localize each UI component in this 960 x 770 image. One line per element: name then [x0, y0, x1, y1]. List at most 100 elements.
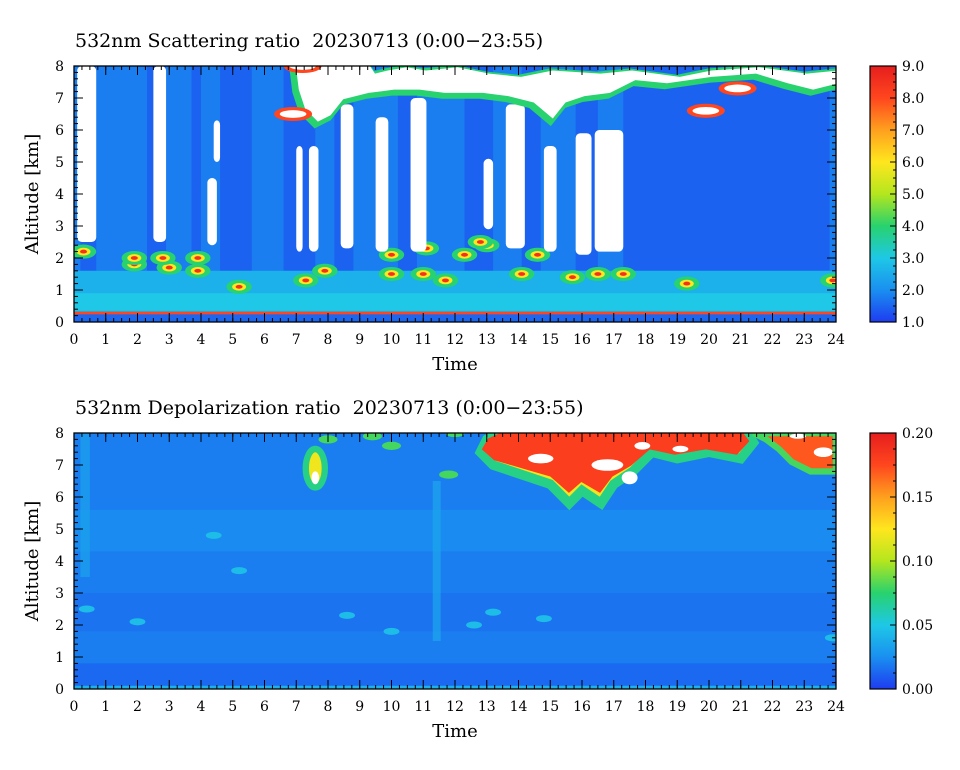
depolarization-ratio-plot: 0 1 2 3 4 5 6 7 8 9 10 11 12 13 14 15 16 17 18 19 20 21 22 23 24… [22, 426, 933, 737]
sr-colorbar-tick-label: 7.0 [902, 123, 924, 139]
sr-aerosol-blob-peak [159, 256, 167, 260]
sr-colorbar-tick-label: 4.0 [902, 219, 924, 235]
dr-spot [339, 611, 355, 619]
dr-colorbar [869, 432, 897, 690]
dr-colorbar-tick-label: 0.15 [902, 490, 933, 506]
sr-cloud-patch-core [279, 110, 307, 118]
sr-x-tick-label: 17 [605, 332, 623, 348]
sr-y-tick-label: 3 [55, 219, 64, 235]
sr-no-data-column [410, 98, 427, 252]
dr-colorbar-tick-label: 0.10 [902, 554, 933, 570]
dr-layer [74, 509, 836, 552]
sr-x-tick-label: 10 [383, 332, 401, 348]
dr-cloud-no-data [789, 433, 806, 439]
dr-cloud-right [752, 433, 836, 475]
sr-x-tick-label: 5 [228, 332, 237, 348]
dr-x-tick-label: 4 [197, 699, 206, 715]
sr-aerosol-blob-peak [419, 272, 427, 276]
sr-y-axis-label: Altitude [km] [22, 134, 43, 256]
sr-aerosol-blob-peak [302, 278, 310, 283]
dr-x-tick-label: 5 [228, 699, 237, 715]
sr-colorbar-tick-label: 5.0 [902, 187, 924, 203]
sr-y-tick-label: 0 [55, 315, 64, 331]
sr-x-tick-label: 4 [197, 332, 206, 348]
sr-x-tick-label: 1 [101, 332, 110, 348]
sr-aerosol-blob-peak [594, 272, 602, 276]
sr-aerosol-blob-peak [829, 278, 836, 283]
dr-y-tick-label: 6 [55, 490, 64, 506]
dr-spot [129, 618, 146, 626]
dr-x-tick-label: 23 [795, 699, 813, 715]
dr-x-tick-label: 17 [605, 699, 623, 715]
sr-x-tick-label: 15 [541, 332, 559, 348]
dr-cloud-no-data [813, 447, 833, 457]
sr-aerosol-blob-peak [388, 252, 395, 257]
sr-y-tick-label: 6 [55, 123, 64, 139]
sr-aerosol-blob-peak [194, 268, 202, 273]
dr-spot [485, 608, 502, 616]
dr-x-tick-label: 24 [827, 699, 845, 715]
sr-aerosol-blob-peak [80, 249, 88, 254]
sr-no-data-column [543, 146, 557, 252]
sr-aerosol-blob-peak [568, 275, 576, 280]
sr-x-tick-label: 16 [573, 332, 591, 348]
sr-x-tick-label: 18 [637, 332, 655, 348]
sr-no-data-column [505, 104, 525, 249]
dr-y-tick-label: 8 [55, 426, 64, 442]
sr-x-tick-label: 0 [70, 332, 79, 348]
sr-colorbar-tick-label: 8.0 [902, 91, 924, 107]
sr-colorbar-tick-label: 2.0 [902, 283, 924, 299]
sr-y-tick-label: 5 [55, 155, 64, 171]
sr-no-data-column [340, 104, 354, 249]
dr-small-patch [381, 441, 402, 450]
dr-x-tick-label: 9 [355, 699, 364, 715]
dr-x-tick-label: 21 [732, 699, 750, 715]
sr-aerosol-blob-peak [476, 240, 484, 244]
sr-y-tick-label: 7 [55, 91, 64, 107]
depolarization-ratio-title: 532nm Depolarization ratio 20230713 (0:0… [75, 397, 584, 419]
sr-no-data-column [207, 178, 217, 246]
sr-x-tick-label: 7 [292, 332, 301, 348]
dr-x-tick-label: 22 [764, 699, 782, 715]
dr-x-tick-label: 2 [133, 699, 142, 715]
dr-spot [78, 605, 95, 613]
dr-x-tick-label: 1 [101, 699, 110, 715]
dr-x-tick-label: 0 [70, 699, 79, 715]
sr-x-tick-label: 3 [165, 332, 174, 348]
sr-x-tick-label: 13 [478, 332, 496, 348]
dr-cloud-no-data [591, 459, 624, 471]
dr-x-axis-label: Time [432, 721, 477, 737]
dr-heatmap [74, 433, 836, 689]
dr-spot [466, 621, 482, 629]
sr-cloud-patch-core [692, 106, 720, 115]
sr-aerosol-blob-peak [165, 265, 173, 270]
dr-x-tick-label: 19 [668, 699, 686, 715]
sr-y-tick-label: 4 [55, 187, 64, 203]
dr-cloud-no-data [528, 453, 554, 464]
dr-spot [824, 634, 836, 642]
dr-y-tick-label: 2 [55, 618, 64, 634]
sr-x-tick-label: 23 [795, 332, 813, 348]
sr-low-band [521, 66, 541, 271]
sr-y-tick-label: 8 [55, 59, 64, 75]
sr-x-tick-label: 11 [414, 332, 432, 348]
dr-colorbar-tick-label: 0.20 [902, 426, 933, 442]
scattering-ratio-plot: 0 1 2 3 4 5 6 7 8 9 10 11 12 13 14 15 16 17 18 19 20 21 22 23 24… [22, 59, 924, 370]
dr-column [80, 433, 90, 577]
dr-spot [383, 627, 400, 635]
dr-spot [231, 567, 248, 575]
sr-aerosol-blob-peak [321, 268, 329, 273]
sr-x-tick-label: 8 [324, 332, 333, 348]
dr-x-tick-label: 8 [324, 699, 333, 715]
sr-no-data-column [308, 146, 319, 252]
dr-y-axis-label: Altitude [km] [22, 501, 43, 623]
sr-x-tick-label: 6 [260, 332, 269, 348]
dr-small-patch [439, 470, 459, 479]
dr-y-tick-label: 0 [55, 682, 64, 698]
dr-cloud-no-data [672, 445, 689, 453]
sr-x-tick-label: 19 [668, 332, 686, 348]
sr-colorbar-tick-label: 9.0 [902, 59, 924, 75]
dr-x-tick-label: 13 [478, 699, 496, 715]
dr-layer [74, 593, 836, 632]
dr-x-tick-label: 15 [541, 699, 559, 715]
